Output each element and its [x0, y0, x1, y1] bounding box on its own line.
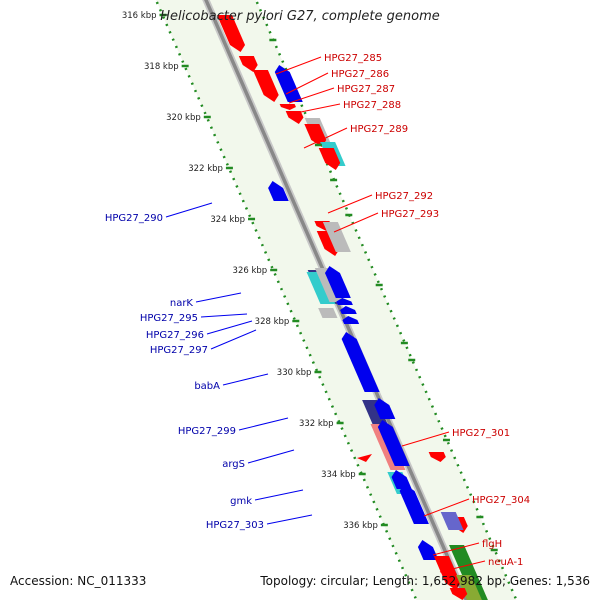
gene-feature-31: [399, 484, 429, 524]
topology-text: Topology: circular; Length: 1,652,982 bp…: [260, 574, 590, 588]
gene-feature-28: [428, 452, 446, 462]
gene-feature-6: [285, 111, 304, 124]
gene-feature-36: [449, 545, 488, 600]
gene-feature-20: [340, 306, 357, 314]
gene-feature-22: [342, 316, 360, 324]
gene-feature-2: [238, 56, 258, 72]
reverse-leader-2: [195, 292, 242, 303]
gene-feature-18: [324, 266, 351, 298]
gene-feature-5: [279, 104, 296, 110]
reverse-gene-label: HPG27_295: [140, 313, 198, 324]
reverse-gene-label: HPG27_296: [146, 330, 204, 341]
forward-leader-2: [285, 72, 329, 95]
gene-feature-25: [374, 398, 396, 419]
forward-leader-5: [303, 127, 348, 149]
reverse-leader-9: [254, 489, 304, 501]
forward-leader-6: [327, 194, 373, 214]
forward-gene-label: HPG27_288: [343, 100, 401, 111]
forward-gene-label: HPG27_285: [324, 53, 382, 64]
gene-features: [217, 15, 488, 600]
gene-feature-35: [433, 556, 461, 590]
scale-label-332: 332 kbp: [299, 419, 334, 429]
forward-gene-label: flgH: [482, 539, 502, 550]
scale-label-330: 330 kbp: [277, 368, 312, 378]
map-title: Helicobacter pylori G27, complete genome: [160, 9, 440, 24]
scale-label-316: 316 kbp: [122, 11, 157, 21]
reverse-leader-3: [200, 313, 248, 318]
forward-leader-9: [423, 498, 470, 517]
gene-feature-marker: [357, 454, 372, 462]
reverse-leader-8: [247, 449, 295, 464]
reverse-gene-label: HPG27_299: [178, 426, 236, 437]
scale-tick-labels: 316 kbp 318 kbp 320 kbp 322 kbp 324 kbp 326 k…: [122, 11, 498, 552]
forward-leader-3: [288, 87, 335, 104]
gene-feature-37: [456, 575, 482, 600]
scale-label-326: 326 kbp: [233, 266, 268, 276]
forward-gene-label: HPG27_301: [452, 428, 510, 439]
reverse-gene-label: narK: [170, 298, 194, 309]
scale-label-334: 334 kbp: [321, 470, 356, 480]
scale-label-318: 318 kbp: [144, 62, 179, 72]
reverse-leader-1: [165, 202, 213, 218]
gene-feature-1: [217, 15, 246, 52]
gene-feature-4: [274, 65, 303, 102]
gene-feature-11: [268, 181, 289, 201]
forward-gene-label: HPG27_286: [331, 69, 389, 80]
gene-feature-10: [318, 148, 341, 170]
gene-feature-27: [377, 420, 410, 466]
gene-feature-34: [440, 512, 464, 530]
reverse-gene-label: HPG27_297: [150, 345, 208, 356]
gene-feature-30: [391, 470, 412, 489]
gene-feature-3: [252, 70, 279, 102]
forward-gene-label: HPG27_287: [337, 84, 395, 95]
gene-feature-21: [318, 308, 338, 318]
gene-feature-19: [336, 298, 353, 305]
reverse-leader-6: [222, 373, 269, 386]
forward-leader-1: [275, 56, 322, 75]
reverse-leader-7: [238, 417, 289, 431]
scale-label-322: 322 kbp: [188, 164, 223, 174]
scale-label-320: 320 kbp: [166, 113, 201, 123]
reverse-gene-label: HPG27_303: [206, 520, 264, 531]
gene-labels: HPG27_285 HPG27_286 HPG27_287 HPG27_288 HPG2…: [105, 53, 530, 568]
forward-leader-10: [432, 542, 480, 556]
reverse-gene-label: HPG27_290: [105, 213, 163, 224]
forward-gene-label: neuA-1: [488, 557, 523, 568]
gene-feature-38: [449, 588, 468, 600]
scale-label-328: 328 kbp: [255, 317, 290, 327]
forward-leader-4: [290, 103, 341, 115]
reverse-gene-label: argS: [222, 459, 245, 470]
forward-leader-7: [333, 212, 379, 233]
gene-feature-23: [341, 332, 380, 392]
forward-gene-label: HPG27_289: [350, 124, 408, 135]
reverse-leader-4: [206, 320, 253, 335]
reverse-leader-5: [210, 329, 257, 350]
label-leaders: [165, 56, 486, 573]
forward-gene-label: HPG27_292: [375, 191, 433, 202]
forward-leader-11: [439, 560, 486, 573]
forward-gene-label: HPG27_304: [472, 495, 530, 506]
forward-leader-8: [401, 431, 450, 447]
gene-feature-14: [322, 222, 351, 252]
accession-text: Accession: NC_011333: [10, 574, 147, 588]
forward-gene-label: HPG27_293: [381, 209, 439, 220]
gene-feature-8: [304, 124, 327, 147]
reverse-gene-label: gmk: [230, 496, 252, 507]
reverse-leader-10: [266, 514, 313, 525]
scale-label-336: 336 kbp: [343, 521, 378, 531]
forward-strand-band: [208, 0, 517, 600]
scale-label-324: 324 kbp: [210, 215, 245, 225]
reverse-gene-label: babA: [194, 381, 220, 392]
